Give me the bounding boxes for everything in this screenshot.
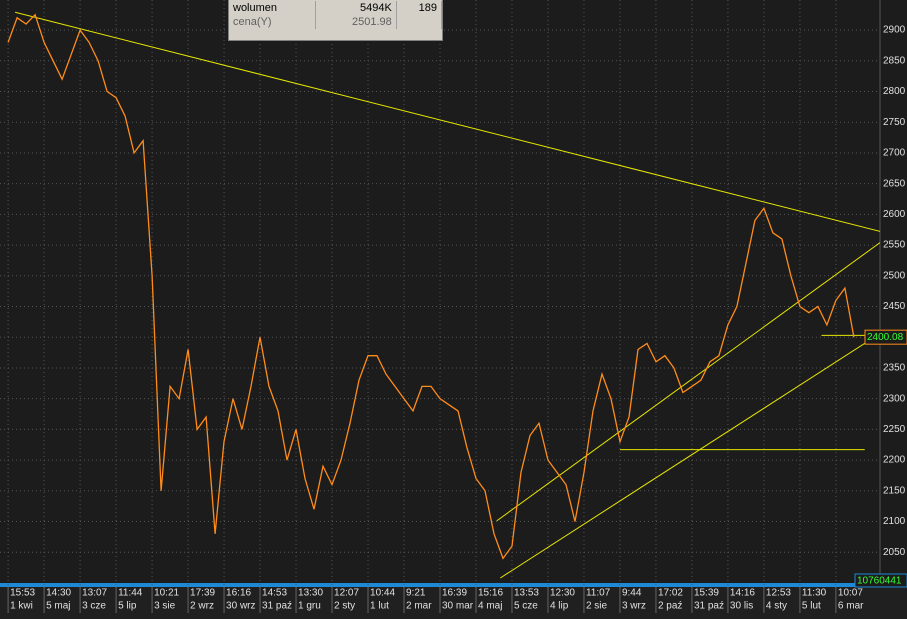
y-tick-label: 2350 bbox=[883, 363, 906, 374]
price-line bbox=[7, 13, 855, 560]
last-volume-label: 10760441 bbox=[857, 576, 902, 587]
info-row: wolumen 5494K 189 bbox=[229, 1, 443, 15]
y-tick-label: 2500 bbox=[883, 270, 906, 281]
info-cell: cena(Y) bbox=[229, 15, 317, 29]
x-axis-band bbox=[0, 587, 907, 619]
x-tick-label: 11:44 bbox=[118, 588, 143, 599]
x-tick-date: 2 mar bbox=[406, 601, 432, 612]
info-cell: 2501.98 bbox=[315, 15, 397, 29]
x-tick-date: 1 gru bbox=[298, 601, 321, 612]
x-tick-date: 2 paź bbox=[658, 601, 682, 612]
x-tick-label: 9:21 bbox=[406, 588, 426, 599]
info-row: cena(Y) 2501.98 bbox=[229, 15, 443, 29]
x-tick-date: 2 sty bbox=[334, 601, 355, 612]
x-tick-label: 16:16 bbox=[226, 588, 251, 599]
last-price-label: 2400.08 bbox=[867, 332, 904, 343]
y-tick-label: 2750 bbox=[883, 117, 906, 128]
x-tick-date: 5 maj bbox=[46, 601, 70, 612]
x-tick-label: 11:07 bbox=[586, 588, 611, 599]
x-tick-label: 15:16 bbox=[478, 588, 503, 599]
x-tick-date: 4 maj bbox=[478, 601, 502, 612]
x-tick-date: 2 sie bbox=[586, 601, 608, 612]
info-cell: 5494K bbox=[315, 1, 397, 15]
y-tick-label: 2050 bbox=[883, 547, 906, 558]
x-tick-label: 9:44 bbox=[622, 588, 642, 599]
y-tick-label: 2900 bbox=[883, 25, 906, 36]
x-tick-label: 10:07 bbox=[838, 588, 863, 599]
x-tick-label: 10:21 bbox=[154, 588, 179, 599]
trend-line bbox=[500, 333, 880, 579]
x-tick-date: 1 lut bbox=[370, 601, 389, 612]
x-tick-date: 1 kwi bbox=[10, 601, 33, 612]
x-tick-label: 12:30 bbox=[550, 588, 575, 599]
x-tick-date: 3 wrz bbox=[622, 601, 646, 612]
x-tick-date: 30 lis bbox=[730, 601, 753, 612]
x-tick-label: 12:53 bbox=[766, 588, 791, 599]
y-tick-label: 2600 bbox=[883, 209, 906, 220]
x-tick-label: 14:30 bbox=[46, 588, 71, 599]
x-tick-date: 30 mar bbox=[442, 601, 474, 612]
y-tick-label: 2850 bbox=[883, 55, 906, 66]
x-tick-label: 15:53 bbox=[10, 588, 35, 599]
info-cell: wolumen bbox=[229, 1, 317, 15]
volume-baseline bbox=[0, 583, 880, 587]
y-tick-label: 2300 bbox=[883, 393, 906, 404]
x-tick-date: 5 lip bbox=[118, 601, 137, 612]
x-tick-label: 13:53 bbox=[514, 588, 539, 599]
x-tick-label: 14:16 bbox=[730, 588, 755, 599]
x-tick-date: 2 wrz bbox=[190, 601, 214, 612]
y-tick-label: 2650 bbox=[883, 178, 906, 189]
x-tick-label: 13:07 bbox=[82, 588, 107, 599]
y-tick-label: 2800 bbox=[883, 86, 906, 97]
x-tick-date: 30 wrz bbox=[226, 601, 255, 612]
x-tick-label: 15:39 bbox=[694, 588, 719, 599]
y-tick-label: 2250 bbox=[883, 424, 906, 435]
info-cell: 189 bbox=[396, 1, 443, 15]
x-tick-date: 6 mar bbox=[838, 601, 864, 612]
x-tick-date: 4 lip bbox=[550, 601, 569, 612]
x-tick-date: 5 lut bbox=[802, 601, 821, 612]
last-price-box bbox=[864, 329, 907, 345]
info-box: wolumen 5494K 189 cena(Y) 2501.98 bbox=[228, 0, 443, 41]
y-tick-label: 2450 bbox=[883, 301, 906, 312]
x-tick-label: 16:39 bbox=[442, 588, 467, 599]
x-tick-date: 31 paź bbox=[262, 601, 292, 612]
x-tick-date: 3 cze bbox=[82, 601, 106, 612]
y-tick-label: 2150 bbox=[883, 485, 906, 496]
last-volume-box bbox=[854, 573, 907, 588]
y-tick-label: 2200 bbox=[883, 455, 906, 466]
y-tick-label: 2550 bbox=[883, 240, 906, 251]
x-tick-label: 17:02 bbox=[658, 588, 683, 599]
x-tick-label: 17:39 bbox=[190, 588, 215, 599]
x-tick-date: 3 sie bbox=[154, 601, 176, 612]
info-cell bbox=[396, 15, 443, 29]
x-tick-date: 5 cze bbox=[514, 601, 538, 612]
x-tick-label: 12:07 bbox=[334, 588, 359, 599]
x-tick-label: 10:44 bbox=[370, 588, 395, 599]
x-tick-date: 31 paź bbox=[694, 601, 724, 612]
y-tick-label: 2100 bbox=[883, 516, 906, 527]
x-tick-date: 4 sty bbox=[766, 601, 787, 612]
trend-line bbox=[496, 242, 880, 522]
x-tick-label: 11:30 bbox=[802, 588, 827, 599]
x-tick-label: 14:53 bbox=[262, 588, 287, 599]
x-tick-label: 13:30 bbox=[298, 588, 323, 599]
y-tick-label: 2700 bbox=[883, 148, 906, 159]
info-table: wolumen 5494K 189 cena(Y) 2501.98 bbox=[229, 1, 443, 29]
trend-line bbox=[14, 11, 880, 232]
